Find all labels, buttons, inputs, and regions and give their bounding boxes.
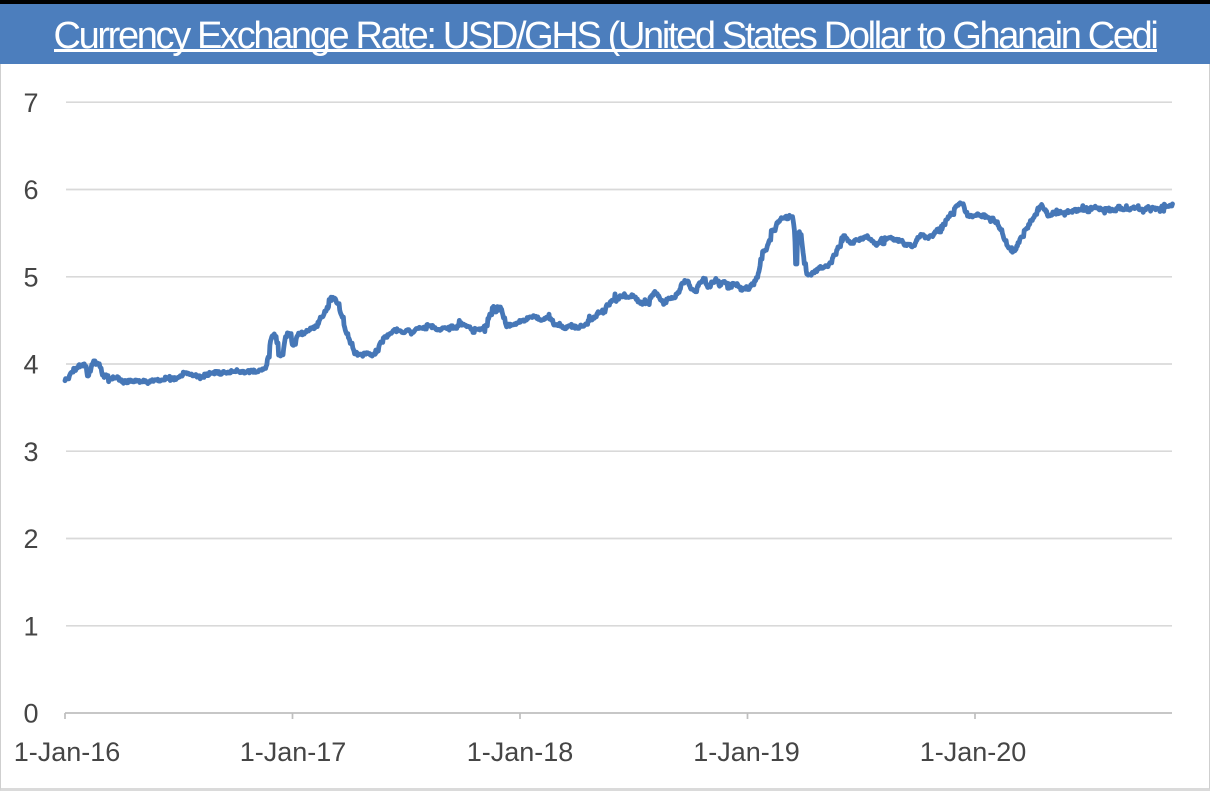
svg-text:5: 5 (23, 262, 38, 292)
svg-text:1-Jan-20: 1-Jan-20 (920, 737, 1027, 767)
svg-text:1-Jan-17: 1-Jan-17 (240, 737, 347, 767)
svg-text:4: 4 (23, 350, 38, 380)
svg-text:0: 0 (23, 699, 38, 729)
svg-text:6: 6 (23, 175, 38, 205)
svg-text:2: 2 (23, 524, 38, 554)
svg-text:1-Jan-19: 1-Jan-19 (693, 737, 800, 767)
svg-text:7: 7 (23, 88, 38, 118)
svg-text:3: 3 (23, 437, 38, 467)
svg-text:1: 1 (23, 612, 38, 642)
svg-text:1-Jan-18: 1-Jan-18 (467, 737, 574, 767)
svg-text:1-Jan-16: 1-Jan-16 (14, 737, 121, 767)
